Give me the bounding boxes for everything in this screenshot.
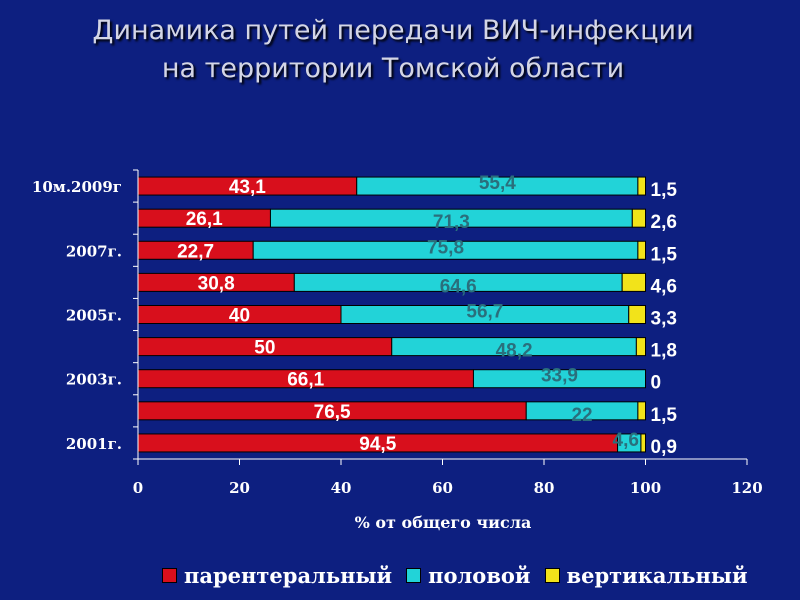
data-label-vertical-4: 3,3 (651, 309, 677, 330)
category-label-8: 10м.2009г (32, 178, 122, 196)
x-tick-label-3: 60 (432, 479, 453, 497)
data-label-sexual-2: 33,9 (541, 366, 578, 387)
data-label-sexual-8: 55,4 (479, 173, 516, 194)
bar-vertical-3 (635, 337, 646, 357)
data-label-parenteral-4: 40 (229, 306, 250, 327)
bar-vertical-5 (621, 272, 647, 292)
data-label-parenteral-6: 22,7 (177, 241, 214, 262)
x-tick-label-5: 100 (630, 479, 661, 497)
data-label-sexual-4: 56,7 (466, 302, 503, 323)
bar-vertical-0 (640, 433, 646, 453)
legend-swatch-parenteral (162, 568, 177, 583)
data-label-parenteral-3: 50 (254, 338, 275, 359)
data-label-parenteral-1: 76,5 (314, 402, 351, 423)
data-label-parenteral-8: 43,1 (229, 177, 266, 198)
bar-vertical-6 (637, 240, 647, 260)
legend-item-vertical: вертикальный (544, 563, 748, 588)
axes-layer: 2001г. 2003г. 2005г. 2007г. 10м.2009г 0 20 40 60… (32, 169, 763, 497)
data-label-sexual-1: 22 (571, 405, 592, 426)
x-tick-label-2: 40 (331, 479, 352, 497)
legend-item-parenteral: парентеральный (162, 563, 392, 588)
data-label-sexual-0: 4,6 (613, 430, 639, 451)
legend-item-sexual: половой (406, 563, 531, 588)
data-label-vertical-0: 0,9 (651, 437, 677, 458)
data-label-sexual-7: 71,3 (433, 212, 470, 233)
legend-swatch-vertical (544, 568, 560, 583)
data-label-sexual-3: 48,2 (496, 341, 533, 362)
bar-sexual-2 (472, 369, 646, 389)
x-tick-label-1: 20 (229, 479, 250, 497)
data-label-sexual-6: 75,8 (427, 237, 464, 258)
chart-title-line-2: на территории Томской области (161, 53, 625, 84)
data-label-vertical-7: 2,6 (651, 212, 677, 233)
category-label-6: 2007г. (66, 242, 122, 260)
chart-title: Динамика путей передачи ВИЧ-инфекции на … (0, 12, 786, 88)
category-label-0: 2001г. (66, 435, 122, 453)
legend-label-vertical: вертикальный (566, 563, 748, 588)
x-tick-label-0: 0 (133, 479, 143, 497)
bar-vertical-8 (637, 176, 647, 196)
legend: парентеральный половой вертикальный (162, 563, 762, 588)
x-axis-title: % от общего числа (355, 513, 532, 532)
legend-swatch-sexual (406, 568, 422, 583)
x-tick-label-4: 80 (534, 479, 555, 497)
bar-vertical-7 (631, 208, 646, 228)
data-label-vertical-5: 4,6 (651, 276, 677, 297)
category-label-2: 2003г. (66, 371, 122, 389)
data-label-vertical-2: 0 (651, 373, 662, 394)
data-label-vertical-1: 1,5 (651, 405, 678, 426)
data-label-parenteral-5: 30,8 (198, 273, 235, 294)
x-tick-label-6: 120 (731, 479, 762, 497)
data-label-vertical-8: 1,5 (651, 180, 678, 201)
legend-label-sexual: половой (428, 563, 531, 588)
data-label-parenteral-0: 94,5 (359, 434, 396, 455)
legend-label-parenteral: парентеральный (184, 563, 393, 588)
data-label-vertical-6: 1,5 (651, 244, 678, 265)
bars-layer (137, 176, 647, 453)
bar-vertical-4 (628, 305, 647, 324)
bar-vertical-1 (637, 401, 647, 421)
data-label-parenteral-7: 26,1 (186, 209, 223, 230)
data-label-parenteral-2: 66,1 (287, 370, 324, 391)
data-label-vertical-3: 1,8 (651, 341, 677, 362)
category-label-4: 2005г. (66, 307, 122, 325)
segment-labels-layer: 94,5 4,6 0,9 76,5 22 1,5 66,1 33,9 0 50 48,2 1,8 40 5… (177, 173, 677, 458)
chart-title-line-1: Динамика путей передачи ВИЧ-инфекции (92, 15, 694, 46)
data-label-sexual-5: 64,6 (440, 276, 477, 297)
